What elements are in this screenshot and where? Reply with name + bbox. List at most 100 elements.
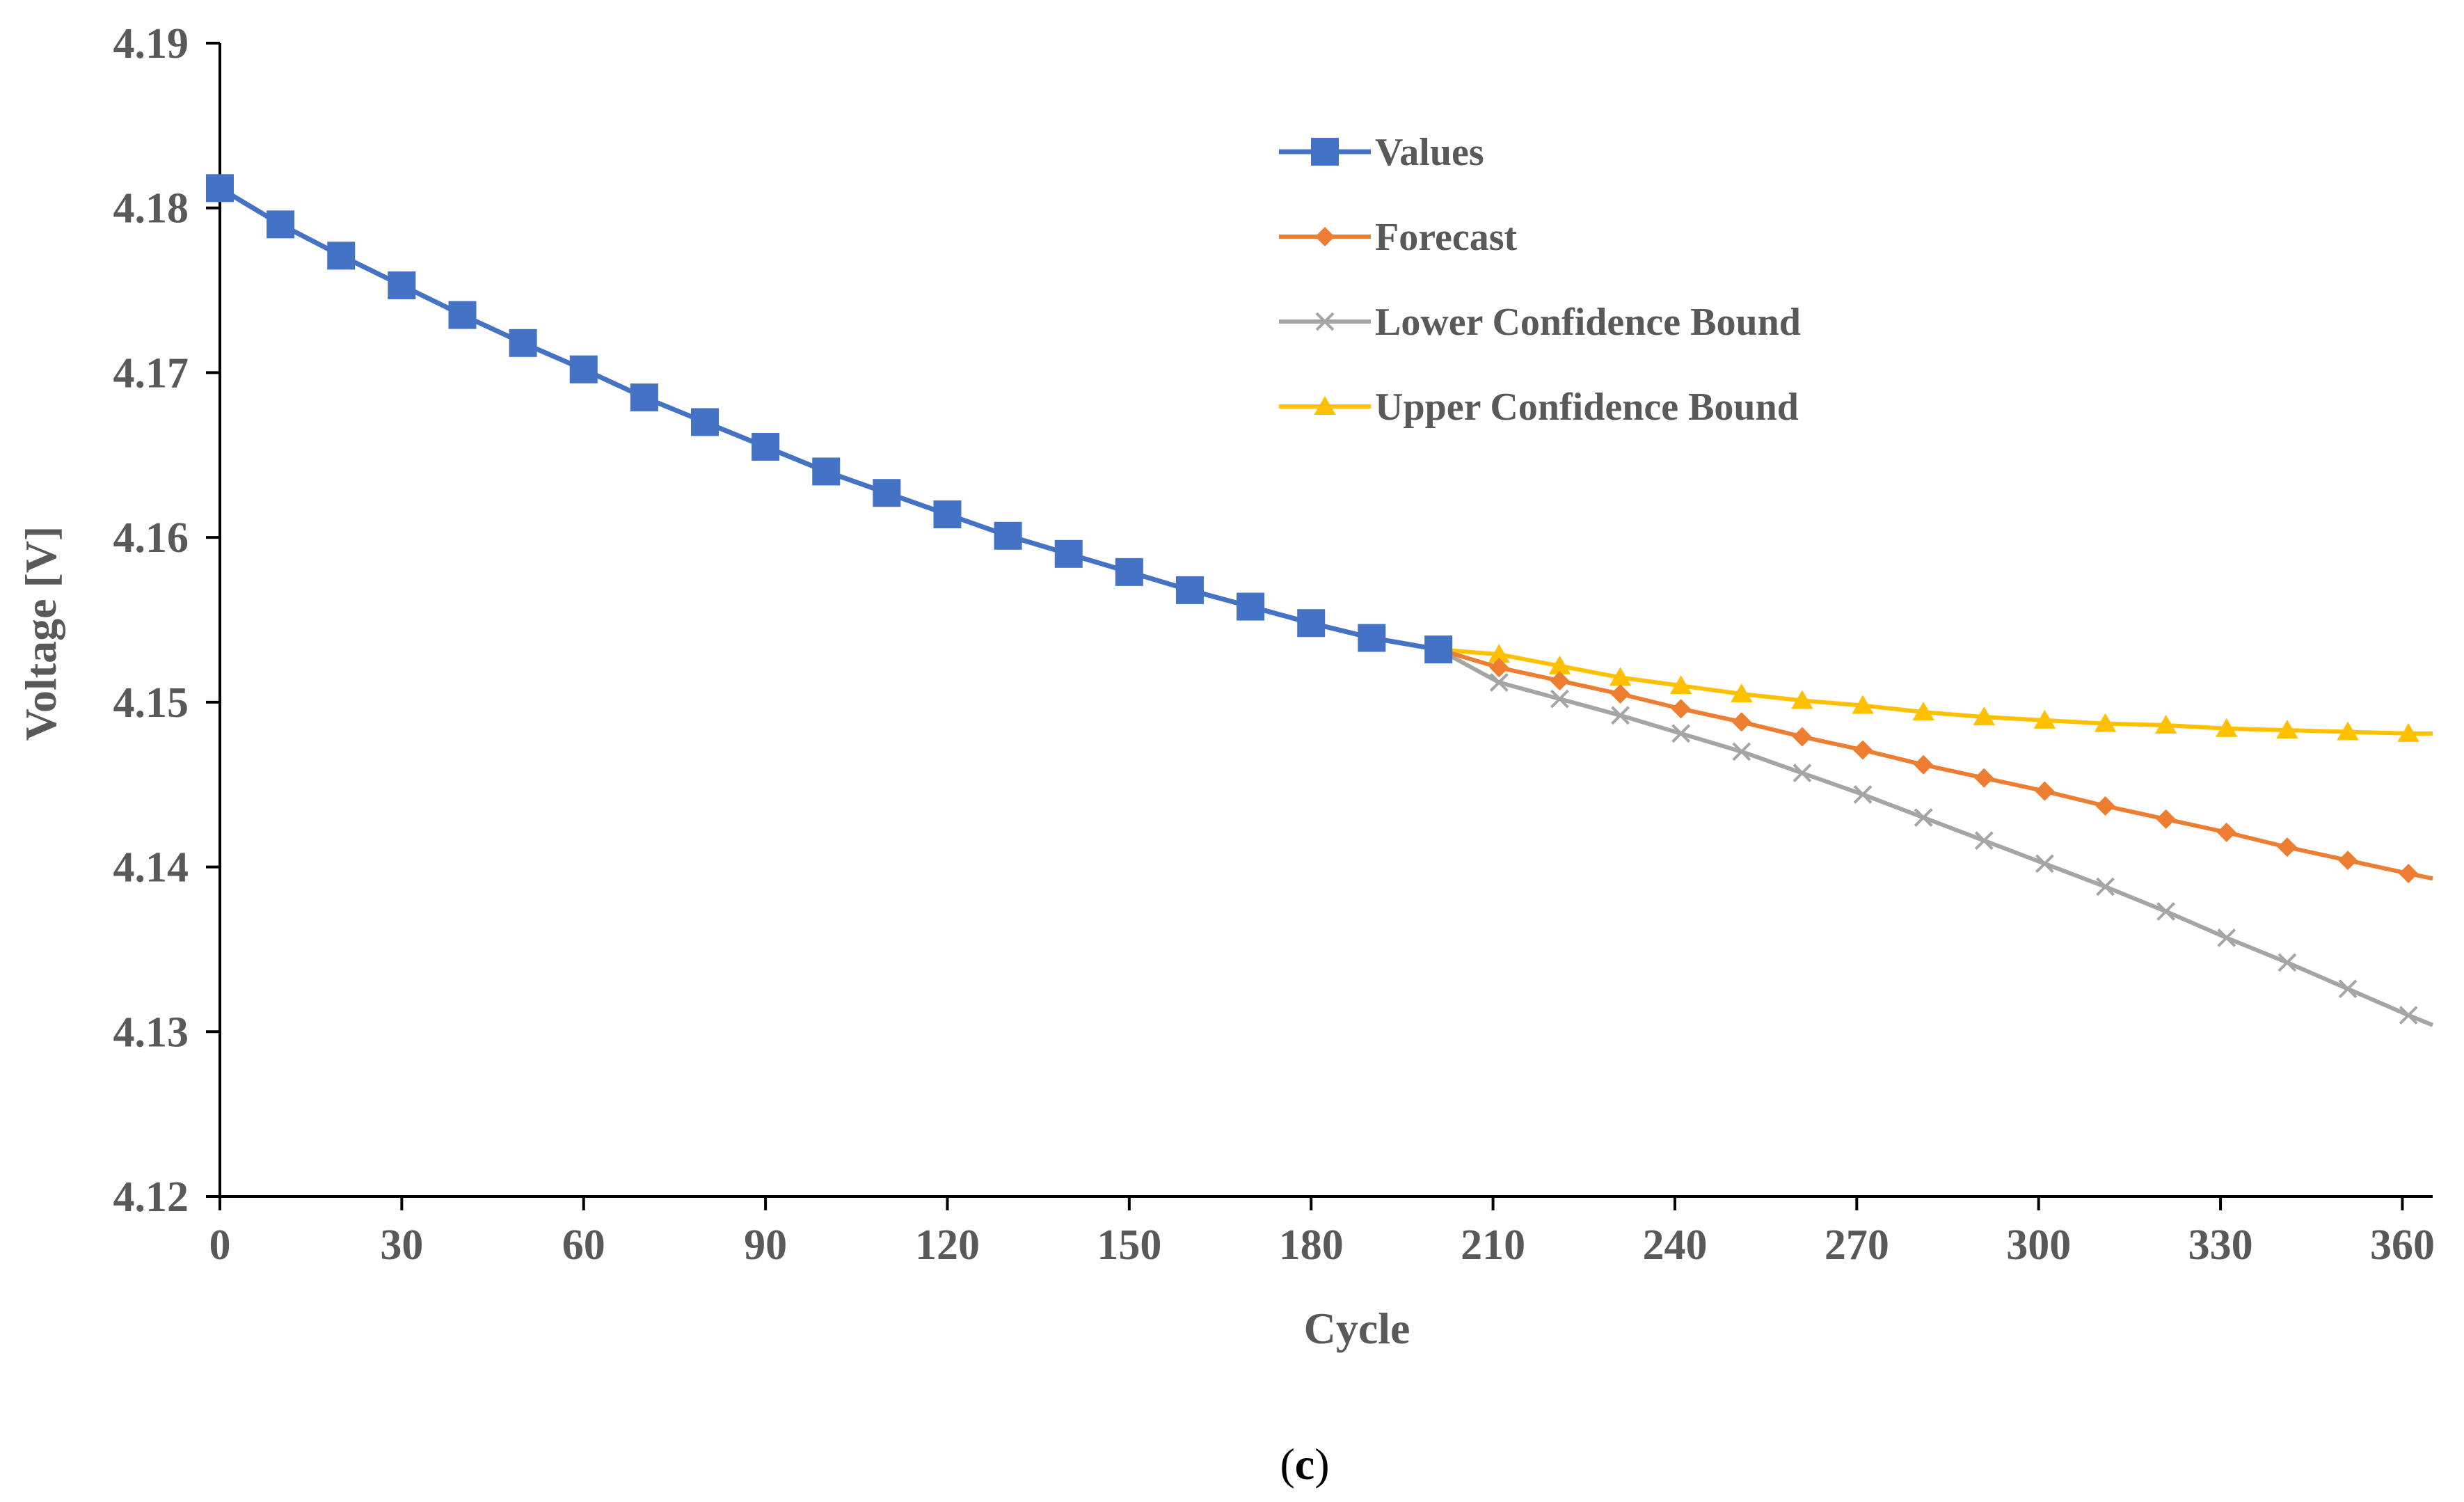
- point-lower-confidence-bound-stroke-b: [1671, 724, 1691, 743]
- point-lower-confidence-bound: [2338, 979, 2358, 999]
- point-lower-confidence-bound-stroke-b: [1611, 706, 1630, 725]
- series-line-lower-confidence-bound: [1437, 647, 2434, 1027]
- point-lower-confidence-bound-stroke-b: [1793, 764, 1812, 783]
- point-forecast: [1550, 671, 1570, 691]
- point-values: [873, 479, 901, 507]
- point-lower-confidence-bound: [1793, 764, 1812, 783]
- y-tick-label: 4.17: [113, 349, 189, 397]
- x-tick-label: 60: [562, 1222, 605, 1269]
- point-lower-confidence-bound: [1671, 724, 1691, 743]
- point-forecast: [2095, 796, 2115, 816]
- x-tick-label: 90: [744, 1222, 787, 1269]
- point-lower-confidence-bound-stroke-b: [2399, 1006, 2418, 1025]
- point-lower-confidence-bound: [2156, 902, 2176, 921]
- point-forecast: [2216, 822, 2236, 842]
- point-values: [267, 210, 295, 239]
- series-values: [206, 174, 1453, 664]
- x-tick-label: 180: [1279, 1222, 1344, 1269]
- point-upper-confidence-bound: [2216, 718, 2238, 737]
- point-upper-confidence-bound: [1912, 702, 1934, 721]
- point-forecast: [2035, 781, 2055, 801]
- point-upper-confidence-bound: [1488, 644, 1511, 663]
- point-lower-confidence-bound-stroke-b: [1732, 742, 1751, 761]
- point-forecast: [1610, 684, 1630, 704]
- point-lower-confidence-bound: [1853, 785, 1873, 804]
- x-tick-label: 30: [380, 1222, 423, 1269]
- point-forecast: [2277, 837, 2297, 857]
- y-tick-label: 4.14: [113, 844, 189, 892]
- point-upper-confidence-bound: [2337, 721, 2359, 741]
- y-tick-label: 4.12: [113, 1173, 189, 1221]
- point-values: [327, 242, 356, 270]
- series-line-upper-confidence-bound: [1438, 647, 2433, 736]
- point-lower-confidence-bound-stroke-b: [2035, 854, 2054, 873]
- legend-marker-upper-confidence-bound: [1314, 396, 1336, 415]
- legend-item-values: Values: [1279, 131, 1484, 174]
- point-lower-confidence-bound: [2399, 1006, 2418, 1025]
- point-values: [509, 329, 537, 357]
- x-tick-label: 270: [1825, 1222, 1889, 1269]
- y-tick-label: 4.19: [113, 20, 189, 68]
- point-values: [388, 271, 416, 299]
- point-lower-confidence-bound: [1732, 742, 1751, 761]
- point-lower-confidence-bound-stroke-b: [2338, 979, 2358, 999]
- point-values: [752, 432, 780, 461]
- legend-label-lower-confidence-bound: Lower Confidence Bound: [1375, 301, 1801, 344]
- point-lower-confidence-bound-stroke-b: [1853, 785, 1873, 804]
- point-lower-confidence-bound-stroke-b: [2096, 877, 2115, 896]
- legend-item-upper-confidence-bound: Upper Confidence Bound: [1279, 386, 1799, 429]
- x-tick-label: 300: [2006, 1222, 2071, 1269]
- point-upper-confidence-bound: [1731, 683, 1753, 703]
- point-forecast: [1974, 768, 1994, 788]
- series-line-forecast: [1438, 647, 2433, 881]
- point-lower-confidence-bound-stroke-b: [2278, 953, 2297, 972]
- point-lower-confidence-bound-stroke-b: [1489, 673, 1509, 692]
- series-lower-confidence-bound: [1437, 647, 2434, 1027]
- point-lower-confidence-bound-stroke-b: [1914, 808, 1933, 827]
- legend-label-forecast: Forecast: [1375, 216, 1518, 259]
- point-forecast: [1731, 712, 1751, 732]
- y-axis-title: Voltage [V]: [16, 526, 65, 741]
- point-values: [206, 174, 234, 203]
- point-upper-confidence-bound: [1973, 706, 1996, 726]
- x-tick-label: 120: [915, 1222, 980, 1269]
- series-upper-confidence-bound: [1438, 644, 2433, 742]
- point-values: [690, 408, 719, 436]
- caption-letter: c: [1295, 1439, 1314, 1489]
- point-lower-confidence-bound: [2035, 854, 2054, 873]
- point-lower-confidence-bound: [2096, 877, 2115, 896]
- point-lower-confidence-bound: [1550, 689, 1569, 709]
- point-values: [569, 355, 598, 384]
- caption-open: (: [1280, 1439, 1294, 1489]
- point-forecast: [2338, 851, 2358, 871]
- point-upper-confidence-bound: [2276, 720, 2298, 739]
- point-values: [1297, 609, 1326, 638]
- point-forecast: [2399, 864, 2419, 884]
- x-tick-label: 210: [1461, 1222, 1525, 1269]
- legend-label-values: Values: [1375, 131, 1484, 174]
- axes: 4.12 4.13 4.14 4.15 4.16 4.17 4.18 4.19 0 30 60 90 1…: [113, 20, 2435, 1269]
- y-tick-label: 4.15: [113, 679, 189, 727]
- x-tick-label: 0: [209, 1222, 231, 1269]
- x-tick-label: 150: [1097, 1222, 1161, 1269]
- series-line-values: [218, 186, 1439, 652]
- point-values: [1424, 635, 1453, 664]
- point-upper-confidence-bound: [1791, 690, 1813, 709]
- legend-marker-values: [1311, 138, 1339, 166]
- point-values: [1175, 576, 1204, 604]
- point-lower-confidence-bound: [2217, 928, 2236, 947]
- legend-label-upper-confidence-bound: Upper Confidence Bound: [1375, 386, 1799, 429]
- point-values: [812, 457, 841, 486]
- point-values: [1237, 592, 1265, 621]
- x-tick-label: 240: [1642, 1222, 1707, 1269]
- point-upper-confidence-bound: [2154, 714, 2177, 734]
- caption-close: ): [1314, 1439, 1329, 1489]
- point-values: [1054, 539, 1083, 568]
- x-axis-title: Cycle: [1304, 1304, 1410, 1353]
- point-forecast: [1671, 699, 1691, 719]
- point-values: [448, 301, 477, 329]
- point-lower-confidence-bound: [1914, 808, 1933, 827]
- point-forecast: [1853, 740, 1873, 760]
- point-upper-confidence-bound: [1609, 667, 1632, 686]
- y-tick-label: 4.16: [113, 514, 189, 562]
